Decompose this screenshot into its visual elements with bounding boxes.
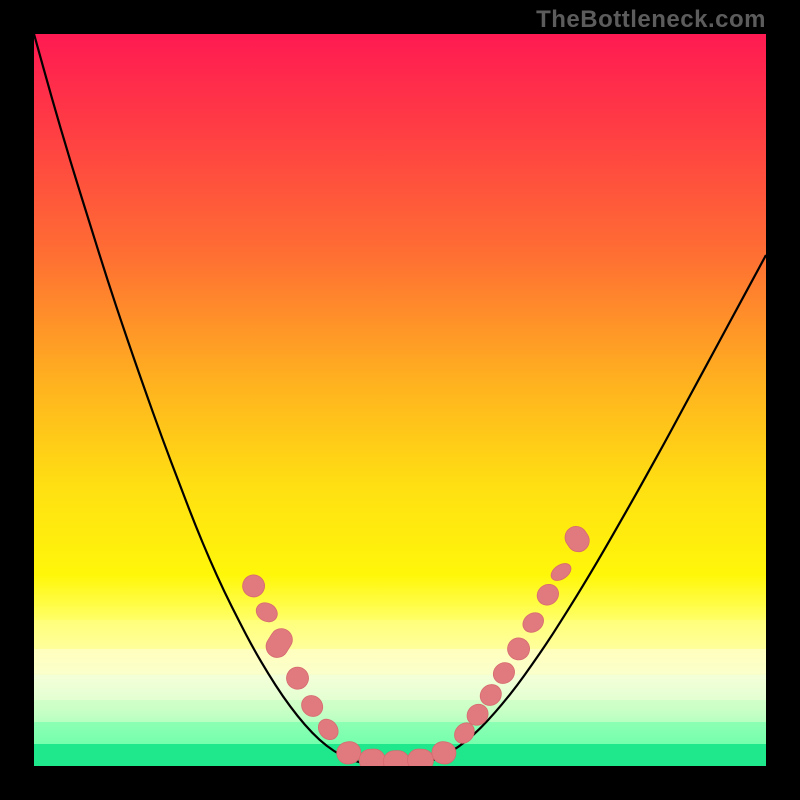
v-curve [34, 34, 766, 766]
watermark-text: TheBottleneck.com [536, 6, 766, 34]
data-marker [297, 691, 327, 721]
data-marker [548, 560, 574, 584]
stage: TheBottleneck.com [0, 0, 800, 800]
data-marker [533, 580, 562, 609]
data-marker [503, 633, 534, 664]
data-marker [383, 751, 409, 766]
data-marker [253, 599, 281, 626]
data-marker [359, 749, 386, 766]
data-marker [489, 658, 519, 687]
data-marker [407, 749, 434, 766]
data-marker [282, 663, 313, 694]
data-marker [561, 522, 594, 556]
data-marker [519, 609, 547, 637]
curve-overlay [34, 34, 766, 766]
data-marker [430, 740, 457, 766]
data-marker [262, 624, 297, 661]
plot-area [34, 34, 766, 766]
data-marker [239, 571, 269, 601]
